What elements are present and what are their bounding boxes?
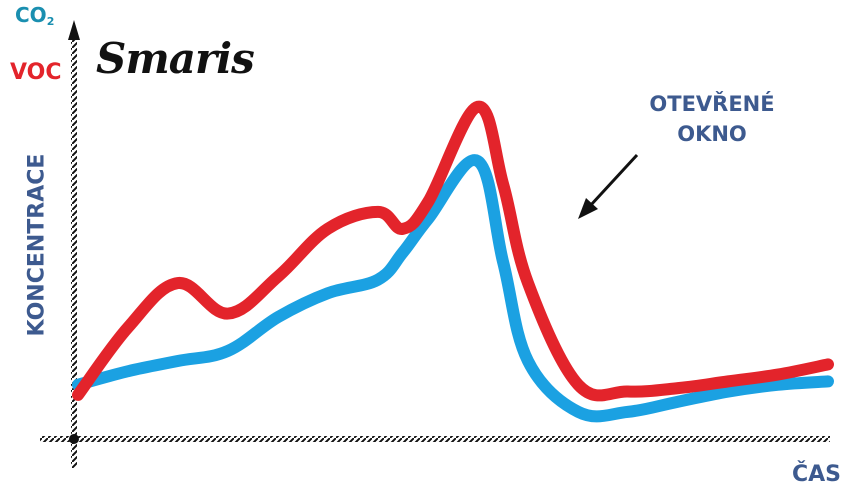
voc-axis-label: VOC — [10, 60, 62, 85]
y-axis-title: KONCENTRACE — [24, 153, 50, 337]
co2-axis-label: CO2 — [15, 3, 55, 28]
axis-origin-dot — [69, 434, 79, 444]
x-axis-title: ČAS — [792, 462, 842, 487]
series-line-voc — [72, 100, 834, 402]
annotation-line2: OKNO — [677, 122, 747, 146]
x-axis — [40, 434, 830, 444]
series-line-co2 — [72, 154, 834, 423]
annotation-line1: OTEVŘENÉ — [649, 92, 775, 116]
series-layer — [72, 100, 834, 423]
y-axis — [68, 20, 80, 468]
annotation-arrow — [578, 153, 639, 219]
smaris-logo: Smaris — [96, 34, 255, 83]
